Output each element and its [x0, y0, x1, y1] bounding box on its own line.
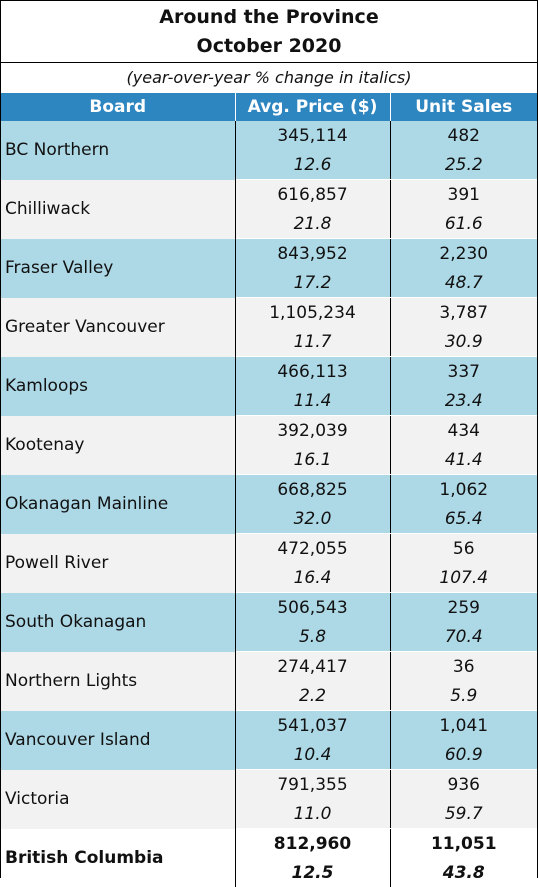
unit-sales: 391 [390, 180, 537, 210]
unit-sales-change: 5.9 [390, 681, 537, 711]
unit-sales-change: 60.9 [390, 740, 537, 770]
board-name: Northern Lights [1, 652, 235, 711]
avg-price: 616,857 [235, 180, 390, 210]
avg-price-change: 11.7 [235, 327, 390, 357]
avg-price-change: 5.8 [235, 622, 390, 652]
avg-price-change: 2.2 [235, 681, 390, 711]
province-table: Board Avg. Price ($) Unit Sales BC North… [1, 93, 537, 887]
avg-price: 345,114 [235, 121, 390, 150]
board-name: Fraser Valley [1, 239, 235, 298]
avg-price-change: 11.0 [235, 799, 390, 829]
total-board-name: British Columbia [1, 829, 235, 887]
table-subtitle: (year-over-year % change in italics) [1, 63, 537, 93]
unit-sales-change: 61.6 [390, 209, 537, 239]
board-name: Powell River [1, 534, 235, 593]
unit-sales-change: 30.9 [390, 327, 537, 357]
total-unit-sales: 11,051 [390, 829, 537, 859]
avg-price-change: 11.4 [235, 386, 390, 416]
title-line-2: October 2020 [1, 32, 537, 61]
header-row: Board Avg. Price ($) Unit Sales [1, 93, 537, 121]
avg-price: 466,113 [235, 357, 390, 387]
title-line-1: Around the Province [1, 3, 537, 32]
avg-price-change: 32.0 [235, 504, 390, 534]
unit-sales: 36 [390, 652, 537, 682]
unit-sales-change: 59.7 [390, 799, 537, 829]
unit-sales-change: 65.4 [390, 504, 537, 534]
table-title: Around the Province October 2020 [1, 1, 537, 63]
avg-price: 1,105,234 [235, 298, 390, 328]
unit-sales: 936 [390, 770, 537, 800]
avg-price: 506,543 [235, 593, 390, 623]
column-header-price: Avg. Price ($) [235, 93, 390, 121]
column-header-sales: Unit Sales [390, 93, 537, 121]
board-name: Kamloops [1, 357, 235, 416]
avg-price-change: 17.2 [235, 268, 390, 298]
board-name: Chilliwack [1, 180, 235, 239]
avg-price: 541,037 [235, 711, 390, 741]
unit-sales: 3,787 [390, 298, 537, 328]
avg-price-change: 16.1 [235, 445, 390, 475]
avg-price: 392,039 [235, 416, 390, 446]
unit-sales: 482 [390, 121, 537, 150]
total-avg-price-change: 12.5 [235, 858, 390, 887]
unit-sales: 337 [390, 357, 537, 387]
unit-sales-change: 48.7 [390, 268, 537, 298]
avg-price: 274,417 [235, 652, 390, 682]
board-name: Vancouver Island [1, 711, 235, 770]
avg-price: 843,952 [235, 239, 390, 269]
avg-price: 472,055 [235, 534, 390, 564]
total-avg-price: 812,960 [235, 829, 390, 859]
board-name: BC Northern [1, 121, 235, 180]
unit-sales: 434 [390, 416, 537, 446]
avg-price-change: 10.4 [235, 740, 390, 770]
avg-price-change: 21.8 [235, 209, 390, 239]
avg-price-change: 12.6 [235, 150, 390, 180]
unit-sales: 1,062 [390, 475, 537, 505]
unit-sales: 2,230 [390, 239, 537, 269]
unit-sales-change: 107.4 [390, 563, 537, 593]
unit-sales: 259 [390, 593, 537, 623]
unit-sales: 56 [390, 534, 537, 564]
unit-sales: 1,041 [390, 711, 537, 741]
unit-sales-change: 25.2 [390, 150, 537, 180]
avg-price: 668,825 [235, 475, 390, 505]
unit-sales-change: 23.4 [390, 386, 537, 416]
total-unit-sales-change: 43.8 [390, 858, 537, 887]
avg-price: 791,355 [235, 770, 390, 800]
unit-sales-change: 41.4 [390, 445, 537, 475]
avg-price-change: 16.4 [235, 563, 390, 593]
board-name: Kootenay [1, 416, 235, 475]
board-name: South Okanagan [1, 593, 235, 652]
unit-sales-change: 70.4 [390, 622, 537, 652]
board-name: Victoria [1, 770, 235, 829]
board-name: Okanagan Mainline [1, 475, 235, 534]
board-name: Greater Vancouver [1, 298, 235, 357]
column-header-board: Board [1, 93, 235, 121]
